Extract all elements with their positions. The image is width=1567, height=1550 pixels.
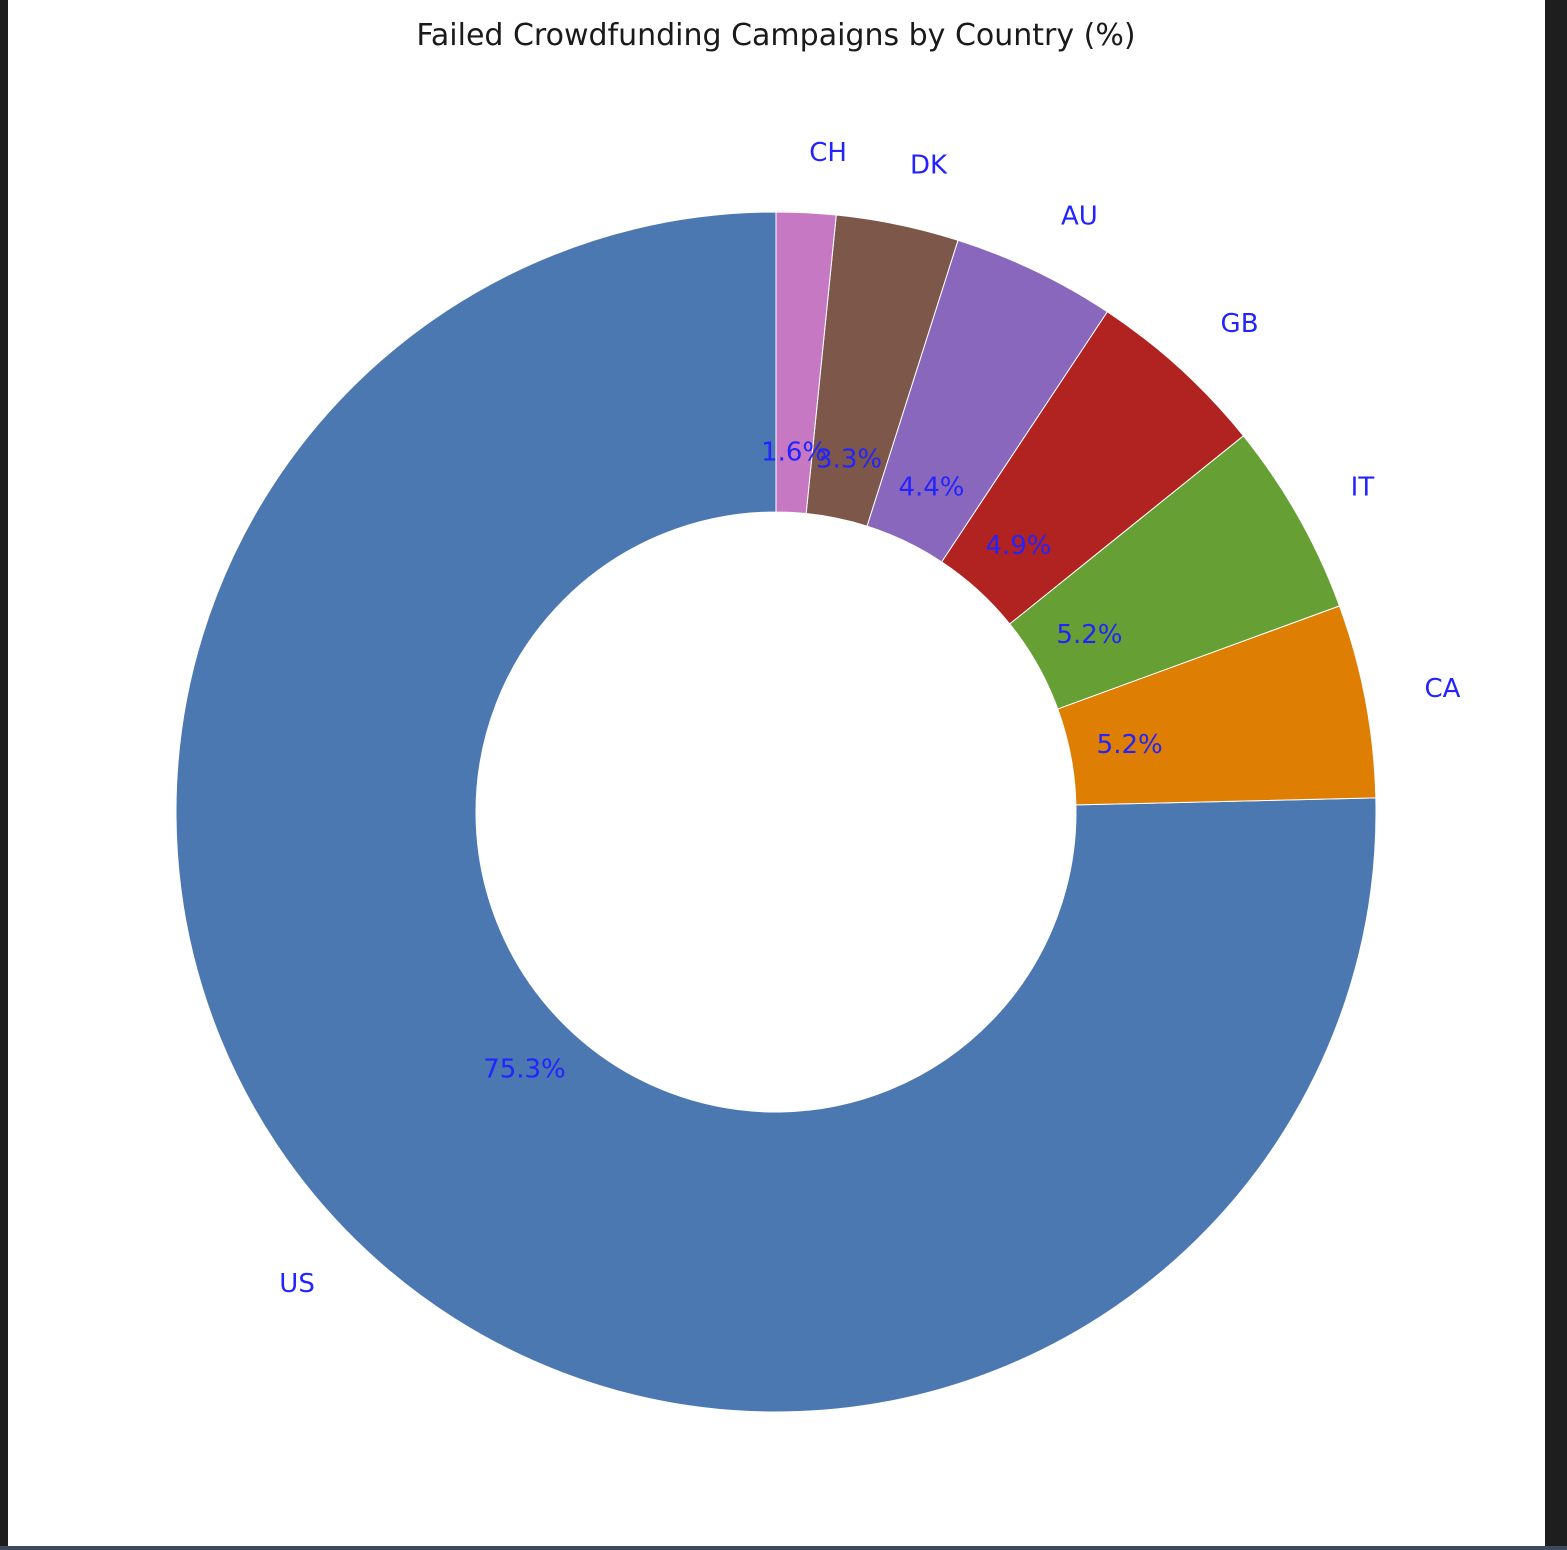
category-label-au: AU (1061, 202, 1098, 232)
percent-label-ch: 1.6% (761, 437, 827, 467)
percent-label-us: 75.3% (483, 1055, 566, 1085)
percent-label-it: 5.2% (1056, 620, 1122, 650)
window-bottom-border (0, 1546, 1567, 1550)
slice-ch (775, 211, 837, 515)
category-label-gb: GB (1221, 309, 1259, 339)
percent-label-au: 4.4% (898, 472, 964, 502)
percent-label-ca: 5.2% (1097, 730, 1163, 760)
percent-label-dk: 3.3% (816, 444, 882, 474)
category-labels-group: US CA IT GB AU DK CH (279, 138, 1460, 1299)
category-label-it: IT (1351, 472, 1375, 502)
category-label-us: US (279, 1269, 315, 1299)
percentage-labels-group: 75.3% 5.2% 5.2% 4.9% 4.4% 3.3%1.6% (483, 437, 1163, 1084)
category-label-ca: CA (1424, 674, 1460, 704)
slice-us (175, 211, 1377, 1413)
slices-group (175, 211, 1377, 1413)
category-label-ch: CH (809, 138, 847, 168)
category-label-dk: DK (910, 151, 948, 181)
chart-title: Failed Crowdfunding Campaigns by Country… (416, 18, 1135, 53)
percent-label-gb: 4.9% (985, 531, 1051, 561)
